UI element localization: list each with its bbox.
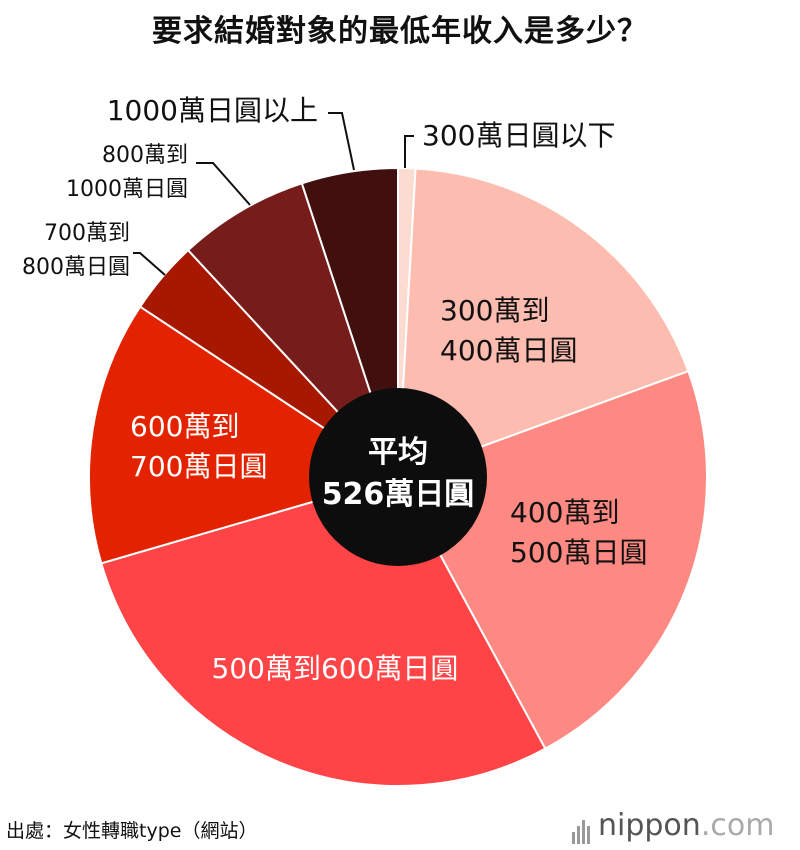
- slice-label-6-line1: 1000萬日圓: [66, 177, 188, 202]
- slice-label-2-line1: 500萬日圓: [510, 536, 647, 569]
- slice-label-1-line1: 400萬日圓: [440, 334, 577, 367]
- source-note: 出處：女性轉職type（網站）: [6, 820, 258, 842]
- slice-label-7-line0: 1000萬日圓以上: [107, 94, 318, 127]
- leader-line-0: [404, 135, 414, 168]
- slice-label-1-line0: 300萬到: [440, 294, 549, 327]
- slice-label-4-line0: 600萬到: [130, 410, 239, 443]
- slice-label-0-line0: 300萬日圓以下: [422, 119, 615, 152]
- slice-label-6-line0: 800萬到: [102, 143, 188, 168]
- center-label-line2: 526萬日圓: [322, 477, 475, 512]
- center-circle: [309, 388, 487, 566]
- slice-label-4-line1: 700萬日圓: [130, 450, 267, 483]
- nippon-logo: nippon.com: [572, 808, 774, 844]
- leader-line-7: [328, 112, 355, 171]
- leader-line-6: [196, 162, 251, 206]
- logo-suffix: .com: [700, 808, 775, 843]
- slice-label-5-line0: 700萬到: [44, 221, 130, 246]
- slice-label-3-line0: 500萬到600萬日圓: [212, 652, 459, 685]
- pie-slice-6: [186, 182, 399, 478]
- logo-bars-icon: [572, 809, 592, 844]
- center-label-line1: 平均: [368, 435, 428, 470]
- slice-label-2-line0: 400萬到: [510, 496, 619, 529]
- leader-line-5: [133, 252, 166, 276]
- slice-label-5-line1: 800萬日圓: [22, 255, 130, 280]
- pie-slice-1: [396, 167, 690, 479]
- logo-main: nippon: [598, 808, 701, 843]
- chart-title: 要求結婚對象的最低年收入是多少？: [152, 14, 648, 49]
